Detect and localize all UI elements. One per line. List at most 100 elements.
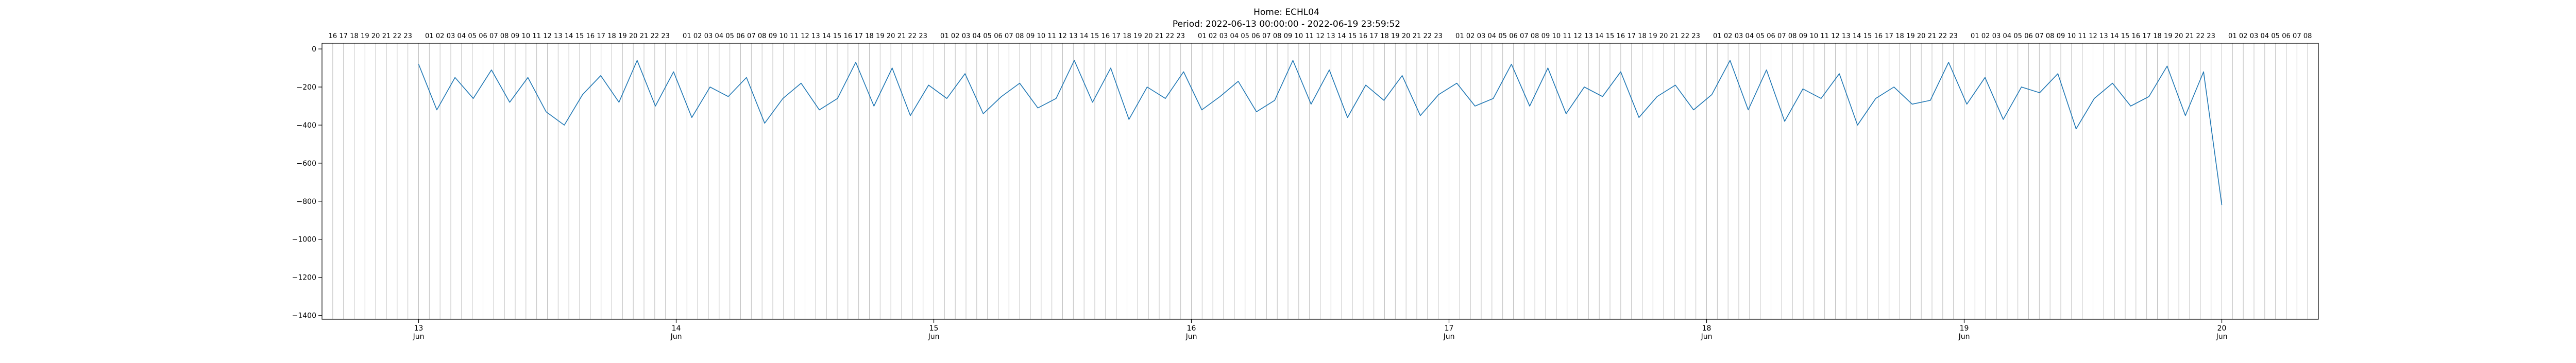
hour-tick-label: 02 (1981, 32, 1990, 40)
hour-tick-label: 03 (2250, 32, 2259, 40)
hour-tick-label: 17 (1627, 32, 1636, 40)
hour-tick-label: 14 (565, 32, 573, 40)
x-tick-label-day: 15 (929, 324, 939, 333)
hour-tick-label: 01 (940, 32, 949, 40)
hour-tick-label: 06 (994, 32, 1003, 40)
hour-tick-label: 15 (833, 32, 842, 40)
hour-tick-label: 03 (1219, 32, 1228, 40)
hour-tick-label: 11 (1047, 32, 1056, 40)
hour-tick-label: 20 (1402, 32, 1411, 40)
hour-tick-label: 21 (1155, 32, 1164, 40)
hour-tick-label: 05 (2271, 32, 2280, 40)
hour-tick-label: 12 (1831, 32, 1840, 40)
hour-tick-label: 11 (790, 32, 799, 40)
y-tick-label: −1400 (292, 312, 316, 320)
hour-tick-label: 21 (1413, 32, 1421, 40)
hour-tick-label: 22 (2196, 32, 2205, 40)
hour-tick-label: 12 (1573, 32, 1582, 40)
hour-tick-label: 09 (1541, 32, 1550, 40)
hour-tick-label: 18 (1123, 32, 1131, 40)
hour-tick-label: 08 (500, 32, 509, 40)
hour-tick-label: 06 (1509, 32, 1518, 40)
hour-tick-label: 21 (2185, 32, 2194, 40)
hour-tick-label: 03 (1477, 32, 1486, 40)
hour-tick-label: 11 (532, 32, 541, 40)
hour-tick-label: 22 (651, 32, 659, 40)
hour-tick-label: 16 (844, 32, 853, 40)
hour-tick-label: 12 (1316, 32, 1325, 40)
hour-tick-label: 18 (1380, 32, 1389, 40)
hour-tick-label: 09 (1799, 32, 1808, 40)
x-tick-label-day: 20 (2217, 324, 2227, 333)
hour-tick-label: 02 (436, 32, 445, 40)
chart-subtitle: Period: 2022-06-13 00:00:00 - 2022-06-19… (1173, 19, 1400, 29)
hour-tick-label: 21 (640, 32, 649, 40)
hour-tick-label: 17 (597, 32, 605, 40)
hour-tick-label: 03 (1992, 32, 2001, 40)
hour-tick-label: 03 (704, 32, 713, 40)
x-tick-label-day: 16 (1187, 324, 1196, 333)
hour-tick-label: 15 (1606, 32, 1615, 40)
hour-tick-label: 22 (1166, 32, 1175, 40)
hour-tick-label: 08 (1531, 32, 1539, 40)
x-tick-label-month: Jun (1958, 333, 1970, 341)
hour-tick-label: 14 (2110, 32, 2119, 40)
hour-tick-label: 21 (1928, 32, 1937, 40)
hour-tick-label: 18 (1638, 32, 1647, 40)
y-tick-label: −400 (297, 122, 316, 130)
hour-tick-label: 17 (854, 32, 863, 40)
hour-tick-label: 10 (522, 32, 531, 40)
hour-tick-label: 08 (1015, 32, 1024, 40)
hour-tick-label: 07 (1262, 32, 1271, 40)
hour-tick-label: 03 (1735, 32, 1743, 40)
x-tick-label-day: 17 (1445, 324, 1454, 333)
x-tick-label-month: Jun (1185, 333, 1197, 341)
hour-tick-label: 07 (747, 32, 756, 40)
hour-tick-label: 01 (2228, 32, 2237, 40)
hour-tick-label: 07 (2293, 32, 2301, 40)
hour-tick-label: 12 (1058, 32, 1067, 40)
hour-tick-label: 20 (371, 32, 380, 40)
hour-tick-label: 05 (983, 32, 992, 40)
hour-tick-label: 12 (2089, 32, 2097, 40)
hour-tick-label: 19 (2164, 32, 2173, 40)
hour-tick-label: 15 (1863, 32, 1872, 40)
hour-tick-label: 14 (822, 32, 831, 40)
hour-tick-label: 06 (479, 32, 487, 40)
hour-tick-label: 16 (1874, 32, 1883, 40)
chart-title: Home: ECHL04 (1253, 7, 1319, 18)
hour-tick-label: 23 (1176, 32, 1185, 40)
y-tick-label: 0 (312, 45, 316, 54)
hour-tick-label: 01 (1455, 32, 1464, 40)
hour-tick-label: 04 (715, 32, 724, 40)
x-tick-label-day: 13 (414, 324, 423, 333)
x-tick-label-month: Jun (413, 333, 425, 341)
hour-tick-label: 14 (1337, 32, 1346, 40)
hour-tick-label: 11 (1305, 32, 1314, 40)
hour-tick-label: 19 (1906, 32, 1915, 40)
hour-tick-label: 13 (811, 32, 820, 40)
hour-tick-label: 22 (1423, 32, 1432, 40)
hour-tick-label: 19 (876, 32, 885, 40)
hour-tick-label: 10 (1037, 32, 1046, 40)
hour-tick-label: 12 (543, 32, 552, 40)
hour-tick-label: 13 (1327, 32, 1335, 40)
hour-tick-label: 08 (1788, 32, 1797, 40)
hour-tick-label: 10 (1810, 32, 1819, 40)
hour-tick-label: 23 (661, 32, 670, 40)
hour-tick-label: 06 (1251, 32, 1260, 40)
hour-tick-label: 13 (1069, 32, 1078, 40)
hour-tick-label: 14 (1080, 32, 1089, 40)
hour-tick-label: 13 (1584, 32, 1593, 40)
hour-tick-label: 05 (2013, 32, 2022, 40)
hour-tick-label: 22 (1681, 32, 1690, 40)
hour-tick-label: 09 (2057, 32, 2065, 40)
hour-tick-label: 02 (1209, 32, 1217, 40)
hour-tick-label: 04 (2261, 32, 2269, 40)
hour-tick-label: 09 (769, 32, 777, 40)
hour-tick-label: 12 (801, 32, 809, 40)
hour-tick-label: 18 (865, 32, 874, 40)
hour-tick-label: 20 (1144, 32, 1153, 40)
x-tick-label-month: Jun (1701, 333, 1713, 341)
hour-tick-label: 16 (1101, 32, 1110, 40)
